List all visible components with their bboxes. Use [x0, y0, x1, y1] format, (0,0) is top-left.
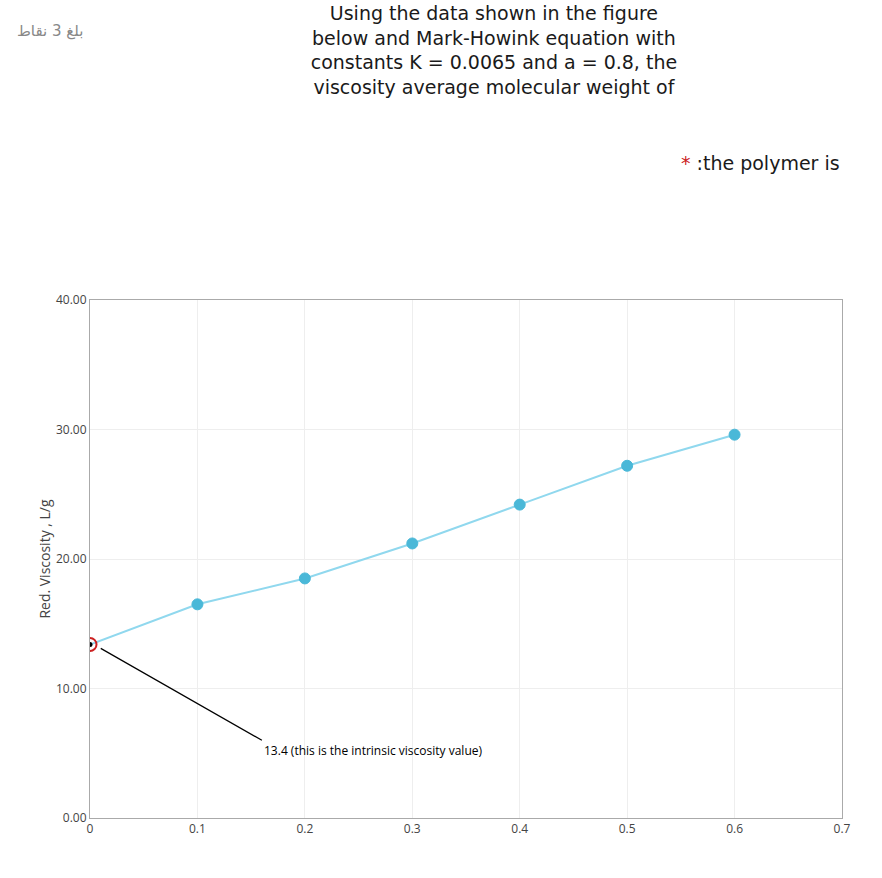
svg-text:20.00: 20.00: [56, 550, 87, 567]
svg-text:40.00: 40.00: [56, 291, 87, 308]
svg-text:0.00: 0.00: [63, 809, 87, 826]
svg-text:* :the polymer is: * :the polymer is: [681, 152, 840, 174]
svg-text:30.00: 30.00: [56, 421, 87, 438]
svg-text:0.5: 0.5: [619, 820, 636, 837]
svg-text:0.1: 0.1: [189, 820, 206, 837]
svg-text:13.4 (this is the intrinsic vi: 13.4 (this is the intrinsic viscosity va…: [264, 742, 482, 759]
svg-text:0.3: 0.3: [404, 820, 421, 837]
svg-text:Using the data shown in the fi: Using the data shown in the figurebelow …: [311, 2, 677, 98]
svg-text:Red. Viscosity , L/g: Red. Viscosity , L/g: [35, 499, 54, 619]
svg-text:0.4: 0.4: [511, 820, 528, 837]
svg-text:10.00: 10.00: [56, 680, 87, 697]
svg-text:0.7: 0.7: [834, 820, 851, 837]
svg-text:0: 0: [87, 820, 94, 837]
svg-text:0.2: 0.2: [296, 820, 313, 837]
svg-text:بلغ 3 نقاط: بلغ 3 نقاط: [17, 22, 83, 40]
svg-text:0.6: 0.6: [726, 820, 743, 837]
